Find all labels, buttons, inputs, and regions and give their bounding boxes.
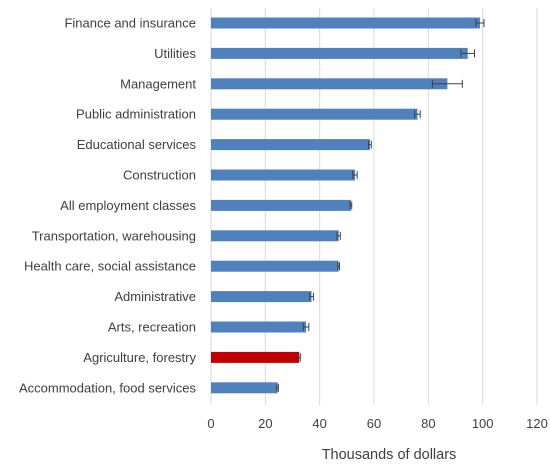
error-bar <box>414 110 421 119</box>
category-label: All employment classes <box>60 198 196 213</box>
bar <box>211 230 339 242</box>
error-bar <box>431 79 463 88</box>
error-bar <box>337 262 340 271</box>
category-labels: Finance and insurance Utilities Management… <box>19 16 197 396</box>
error-bar <box>336 231 341 240</box>
bars <box>211 17 480 394</box>
error-bar <box>368 140 372 149</box>
bar <box>211 260 339 272</box>
x-tick-label: 20 <box>258 416 272 431</box>
x-tick-label: 0 <box>207 416 214 431</box>
bar <box>211 17 480 29</box>
category-label: Utilities <box>154 46 196 61</box>
category-label: Agriculture, forestry <box>83 350 196 365</box>
x-tick-label: 100 <box>472 416 494 431</box>
category-label: Public administration <box>76 107 196 122</box>
error-bar <box>352 171 358 179</box>
bar <box>211 139 370 151</box>
category-label: Finance and insurance <box>64 16 196 31</box>
category-label: Management <box>120 76 196 91</box>
x-axis-title: Thousands of dollars <box>322 447 457 463</box>
bar <box>211 351 300 363</box>
bar <box>211 291 312 303</box>
error-bar <box>475 19 485 27</box>
bar <box>211 108 418 120</box>
error-bar <box>276 383 279 392</box>
x-tick-label: 80 <box>421 416 435 431</box>
error-bar <box>349 201 353 210</box>
error-bar <box>302 323 310 331</box>
category-label: Accommodation, food services <box>19 380 197 395</box>
error-bars <box>276 19 485 392</box>
x-tick-labels: 0 20 40 60 80 100 120 <box>207 416 547 431</box>
bar <box>211 47 468 59</box>
bar <box>211 321 307 333</box>
category-label: Construction <box>123 168 196 183</box>
category-label: Arts, recreation <box>108 320 196 335</box>
x-tick-label: 120 <box>526 416 548 431</box>
error-bar <box>297 353 301 362</box>
category-label: Health care, social assistance <box>24 259 196 274</box>
category-label: Educational services <box>77 137 197 152</box>
error-bar <box>460 49 476 58</box>
category-label: Administrative <box>114 289 196 304</box>
x-tick-label: 40 <box>312 416 326 431</box>
x-tick-label: 60 <box>367 416 381 431</box>
bar <box>211 169 355 181</box>
bar <box>211 78 448 90</box>
bar <box>211 199 351 211</box>
bar <box>211 382 278 394</box>
error-bar <box>309 292 314 301</box>
category-label: Transportation, warehousing <box>32 228 196 243</box>
